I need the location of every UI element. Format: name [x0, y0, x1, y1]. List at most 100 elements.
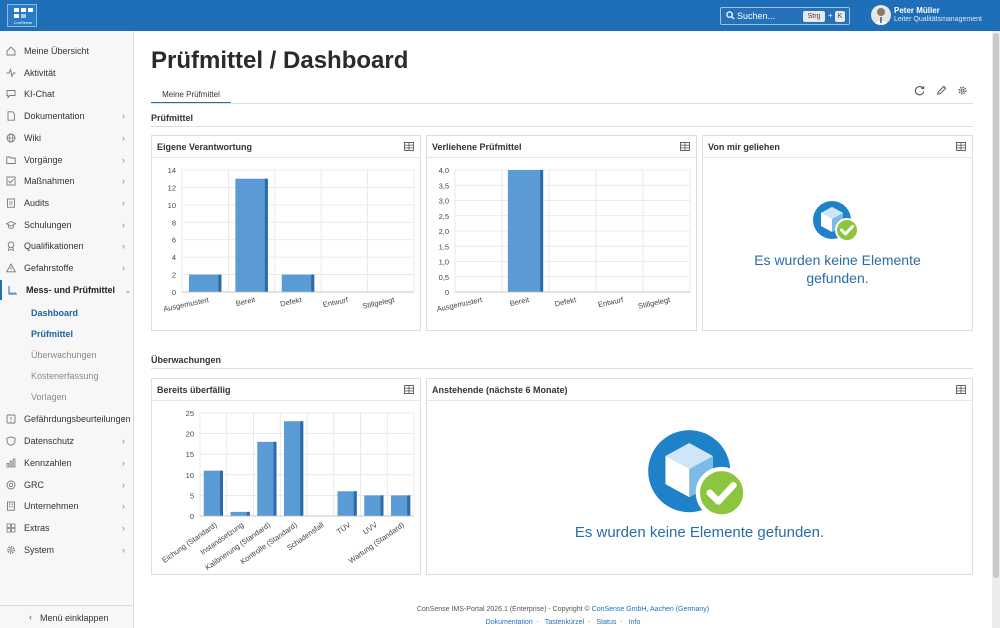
- sidebar-subitem-überwachungen[interactable]: Überwachungen: [31, 350, 97, 361]
- section-title-ueberwachungen: Überwachungen: [151, 355, 222, 365]
- y-tick-label: 1,0: [439, 258, 449, 267]
- footer-link-status[interactable]: Status: [596, 619, 617, 626]
- y-tick-label: 20: [186, 430, 194, 439]
- panel-title: Anstehende (nächste 6 Monate): [432, 385, 568, 395]
- refresh-icon[interactable]: [914, 85, 925, 96]
- empty-state-line-2: gefunden.: [806, 270, 869, 286]
- y-tick-label: 0: [445, 288, 449, 297]
- sidebar-item-wiki[interactable]: Wiki ›: [0, 128, 134, 148]
- empty-state-icon: [648, 430, 748, 519]
- sidebar-item-audits[interactable]: Audits ›: [0, 193, 134, 213]
- sidebar-item-meine-übersicht[interactable]: Meine Übersicht: [0, 41, 134, 61]
- empty-state-icon: [813, 201, 859, 242]
- sidebar-item-label: Meine Übersicht: [24, 46, 90, 56]
- y-tick-label: 5: [190, 491, 194, 500]
- sidebar-item-qualifikationen[interactable]: Qualifikationen ›: [0, 236, 134, 256]
- sidebar-subitem-dashboard[interactable]: Dashboard: [31, 308, 79, 319]
- sidebar-item-ki-chat[interactable]: KI-Chat: [0, 84, 134, 104]
- sidebar-item-dokumentation[interactable]: Dokumentation ›: [0, 106, 134, 126]
- table-view-icon[interactable]: [680, 142, 690, 151]
- training-icon: [6, 220, 16, 229]
- empty-state-message: Es wurden keine Elemente gefunden.: [574, 524, 825, 541]
- collapse-menu-label: Menü einklappen: [40, 613, 109, 623]
- sidebar-item-datenschutz[interactable]: Datenschutz ›: [0, 431, 134, 451]
- consense-logo[interactable]: ConSense: [7, 4, 37, 27]
- activity-icon: [6, 67, 16, 78]
- sidebar-item-gefahrstoffe[interactable]: Gefahrstoffe ›: [0, 258, 134, 278]
- page-title: Prüfmittel / Dashboard: [151, 47, 409, 74]
- sidebar-item-maßnahmen[interactable]: Maßnahmen ›: [0, 171, 134, 191]
- sidebar-subitem-kostenerfassung[interactable]: Kostenerfassung: [31, 371, 99, 382]
- sidebar-item-system[interactable]: System ›: [0, 540, 134, 560]
- x-tick-label: Defekt: [554, 295, 578, 309]
- footer-link-info[interactable]: Info: [628, 619, 641, 626]
- bar-side: [273, 441, 277, 516]
- sidebar-item-aktivität[interactable]: Aktivität: [0, 63, 134, 83]
- bar: [390, 495, 411, 516]
- chevron-right-icon: ›: [122, 544, 125, 555]
- search-icon: [726, 11, 735, 20]
- main-scrollbar[interactable]: [992, 31, 1000, 628]
- bar: [203, 470, 224, 516]
- sidebar-subitem-vorlagen[interactable]: Vorlagen: [31, 392, 67, 403]
- footer-link-tastenkuerzel[interactable]: Tastenkürzel: [544, 619, 585, 626]
- x-tick-label: Stillgelegt: [637, 295, 672, 311]
- sidebar-item-extras[interactable]: Extras ›: [0, 518, 134, 538]
- footer-company-link[interactable]: ConSense GmbH, Aachen (Germany): [591, 606, 710, 613]
- collapse-menu-button[interactable]: ‹ Menü einklappen: [0, 605, 134, 628]
- chevron-right-icon: ›: [122, 132, 125, 143]
- sidebar-item-gefährdungsbeurteilungen[interactable]: Gefährdungsbeurteilungen ›: [0, 409, 134, 429]
- sidebar-item-kennzahlen[interactable]: Kennzahlen ›: [0, 453, 134, 473]
- sidebar-item-grc[interactable]: GRC ›: [0, 475, 134, 495]
- chevron-right-icon: ›: [122, 501, 125, 512]
- y-tick-label: 0,5: [439, 273, 449, 282]
- avatar[interactable]: [871, 5, 891, 25]
- sidebar-item-label: KI-Chat: [24, 89, 55, 100]
- bar: [281, 274, 315, 292]
- scrollbar-thumb[interactable]: [993, 33, 999, 578]
- sidebar-item-label: Maßnahmen: [24, 176, 75, 187]
- footer-link-dokumentation[interactable]: Dokumentation: [485, 619, 533, 626]
- panel-header: Bereits überfällig: [152, 379, 420, 401]
- table-view-icon[interactable]: [956, 385, 966, 394]
- sidebar-item-label: System: [24, 544, 55, 555]
- edit-icon[interactable]: [936, 85, 947, 96]
- y-tick-label: 10: [168, 201, 176, 210]
- user-name[interactable]: Peter Müller: [894, 6, 940, 15]
- tab-meine-pruefmittel[interactable]: Meine Prüfmittel: [151, 87, 231, 104]
- sidebar-item-label: Gefahrstoffe: [24, 263, 74, 273]
- sidebar-subitem-prüfmittel[interactable]: Prüfmittel: [31, 329, 74, 340]
- bar: [507, 170, 544, 292]
- sidebar-item-unternehmen[interactable]: Unternehmen ›: [0, 496, 134, 516]
- table-view-icon[interactable]: [404, 385, 414, 394]
- y-tick-label: 2,5: [439, 212, 449, 221]
- y-tick-label: 12: [168, 183, 176, 192]
- panel-bereits-ueberfaellig: Bereits überfällig 0 5 10 15 20 25 Eichung (St…: [151, 378, 421, 575]
- sidebar-item-label: Wiki: [24, 132, 41, 143]
- gear-icon: [7, 545, 15, 554]
- table-view-icon[interactable]: [404, 142, 414, 151]
- x-tick-label: Ausgemustert: [436, 295, 484, 314]
- main-content: Prüfmittel / Dashboard Meine Prüfmittel …: [134, 31, 992, 628]
- chevron-right-icon: ›: [122, 241, 125, 252]
- sidebar-item-mess-und-prüfmittel[interactable]: Mess- und Prüfmittel ⌄: [0, 279, 134, 300]
- bar: [337, 491, 357, 516]
- table-view-icon[interactable]: [956, 142, 966, 151]
- bar-side: [311, 274, 315, 292]
- sidebar-item-schulungen[interactable]: Schulungen ›: [0, 215, 134, 235]
- shortcut-key-k: K: [835, 11, 845, 22]
- chevron-right-icon: ›: [122, 414, 125, 425]
- globe-icon: [6, 133, 16, 143]
- footer-separator: ·: [536, 619, 540, 626]
- user-role: Leiter Qualitätsmanagement: [894, 16, 982, 23]
- sidebar-item-label: Kennzahlen: [24, 457, 72, 468]
- x-tick-label: Defekt: [279, 295, 303, 309]
- settings-icon[interactable]: [957, 85, 968, 96]
- sidebar-item-label: Extras: [24, 522, 50, 533]
- sidebar-item-vorgänge[interactable]: Vorgänge ›: [0, 150, 134, 170]
- extras-icon: [6, 523, 16, 533]
- panel-title: Verliehene Prüfmittel: [432, 142, 522, 152]
- search-input[interactable]: Suchen... Strg + K: [720, 7, 850, 25]
- panel-von-mir-geliehen: Von mir geliehen Es wurden keine Element…: [702, 135, 973, 331]
